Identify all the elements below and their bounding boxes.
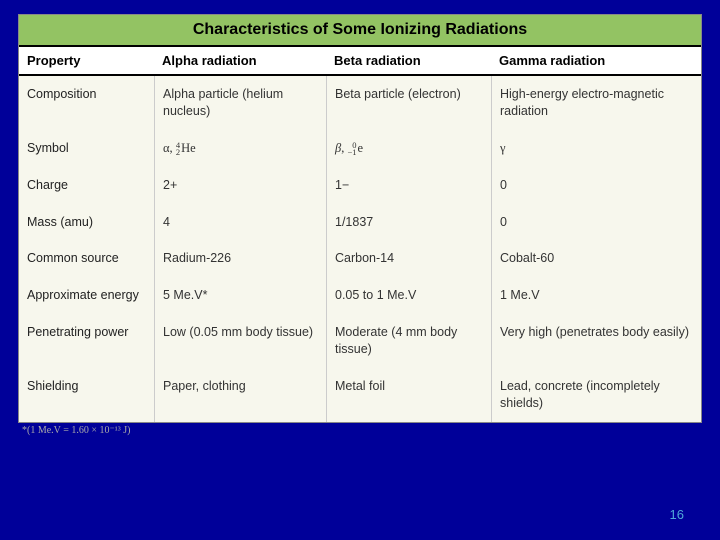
cell-property: Symbol xyxy=(19,130,154,167)
footnote: *(1 Me.V = 1.60 × 10⁻¹³ J) xyxy=(18,425,702,436)
cell-property: Composition xyxy=(19,76,154,130)
cell-beta-symbol: β, 0−1e xyxy=(326,130,491,167)
cell-beta: 0.05 to 1 Me.V xyxy=(326,277,491,314)
cell-gamma: 1 Me.V xyxy=(491,277,701,314)
cell-beta: Metal foil xyxy=(326,368,491,422)
cell-gamma: Cobalt-60 xyxy=(491,240,701,277)
cell-alpha-symbol: α, 42He xyxy=(154,130,326,167)
col-header-property: Property xyxy=(19,47,154,74)
table-row: Symbol α, 42He β, 0−1e γ xyxy=(19,130,701,167)
table-row: Common source Radium-226 Carbon-14 Cobal… xyxy=(19,240,701,277)
cell-gamma: Very high (penetrates body easily) xyxy=(491,314,701,368)
cell-alpha: 5 Me.V* xyxy=(154,277,326,314)
table-row: Shielding Paper, clothing Metal foil Lea… xyxy=(19,368,701,422)
col-header-gamma: Gamma radiation xyxy=(491,47,701,74)
cell-property: Approximate energy xyxy=(19,277,154,314)
page-number: 16 xyxy=(670,507,684,522)
cell-alpha: Alpha particle (helium nucleus) xyxy=(154,76,326,130)
cell-alpha: Paper, clothing xyxy=(154,368,326,422)
cell-gamma: Lead, concrete (incompletely shields) xyxy=(491,368,701,422)
table-row: Approximate energy 5 Me.V* 0.05 to 1 Me.… xyxy=(19,277,701,314)
table-row: Penetrating power Low (0.05 mm body tiss… xyxy=(19,314,701,368)
cell-gamma: 0 xyxy=(491,167,701,204)
cell-property: Charge xyxy=(19,167,154,204)
cell-property: Mass (amu) xyxy=(19,204,154,241)
table-row: Composition Alpha particle (helium nucle… xyxy=(19,76,701,130)
table-header-row: Property Alpha radiation Beta radiation … xyxy=(19,47,701,76)
cell-beta: Beta particle (electron) xyxy=(326,76,491,130)
col-header-alpha: Alpha radiation xyxy=(154,47,326,74)
radiation-table: Characteristics of Some Ionizing Radiati… xyxy=(18,14,702,423)
cell-gamma: High-energy electro-magnetic radiation xyxy=(491,76,701,130)
table-title: Characteristics of Some Ionizing Radiati… xyxy=(19,15,701,47)
cell-property: Penetrating power xyxy=(19,314,154,368)
table-row: Charge 2+ 1− 0 xyxy=(19,167,701,204)
cell-alpha: 4 xyxy=(154,204,326,241)
cell-alpha: Low (0.05 mm body tissue) xyxy=(154,314,326,368)
col-header-beta: Beta radiation xyxy=(326,47,491,74)
cell-property: Common source xyxy=(19,240,154,277)
cell-beta: Moderate (4 mm body tissue) xyxy=(326,314,491,368)
cell-gamma: 0 xyxy=(491,204,701,241)
cell-property: Shielding xyxy=(19,368,154,422)
table-row: Mass (amu) 4 1/1837 0 xyxy=(19,204,701,241)
cell-beta: 1/1837 xyxy=(326,204,491,241)
cell-beta: Carbon-14 xyxy=(326,240,491,277)
cell-alpha: 2+ xyxy=(154,167,326,204)
cell-beta: 1− xyxy=(326,167,491,204)
cell-alpha: Radium-226 xyxy=(154,240,326,277)
cell-gamma-symbol: γ xyxy=(491,130,701,167)
